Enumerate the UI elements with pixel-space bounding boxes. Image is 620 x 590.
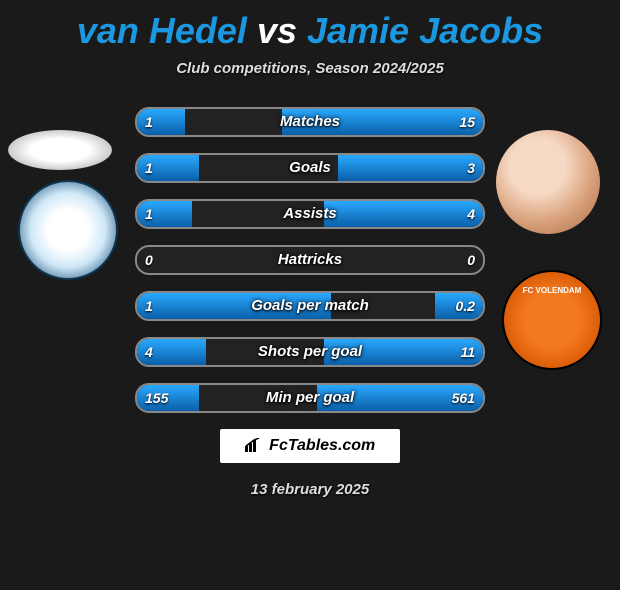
player2-club-crest [502, 270, 602, 370]
stat-label: Goals [137, 155, 483, 181]
stat-row: 00Hattricks [135, 245, 485, 275]
stat-label: Assists [137, 201, 483, 227]
branding-chart-icon [245, 437, 265, 454]
comparison-title: van Hedel vs Jamie Jacobs [0, 10, 620, 52]
player2-name: Jamie Jacobs [307, 10, 543, 51]
stat-label: Shots per goal [137, 339, 483, 365]
player2-avatar [496, 130, 600, 234]
player1-avatar [8, 130, 112, 170]
snapshot-date: 13 february 2025 [0, 481, 620, 498]
stat-row: 115Matches [135, 107, 485, 137]
stat-label: Min per goal [137, 385, 483, 411]
stat-label: Hattricks [137, 247, 483, 273]
player1-club-crest [18, 180, 118, 280]
subtitle: Club competitions, Season 2024/2025 [0, 60, 620, 77]
stat-row: 13Goals [135, 153, 485, 183]
stat-row: 411Shots per goal [135, 337, 485, 367]
stat-row: 155561Min per goal [135, 383, 485, 413]
branding-badge: FcTables.com [220, 429, 400, 463]
stat-label: Matches [137, 109, 483, 135]
branding-text: FcTables.com [269, 437, 375, 454]
player1-name: van Hedel [77, 10, 247, 51]
stat-row: 14Assists [135, 199, 485, 229]
stat-row: 10.2Goals per match [135, 291, 485, 321]
stat-label: Goals per match [137, 293, 483, 319]
stats-panel: 115Matches 13Goals 14Assists 00Hattricks 10.… [135, 107, 485, 413]
vs-separator: vs [257, 10, 297, 51]
